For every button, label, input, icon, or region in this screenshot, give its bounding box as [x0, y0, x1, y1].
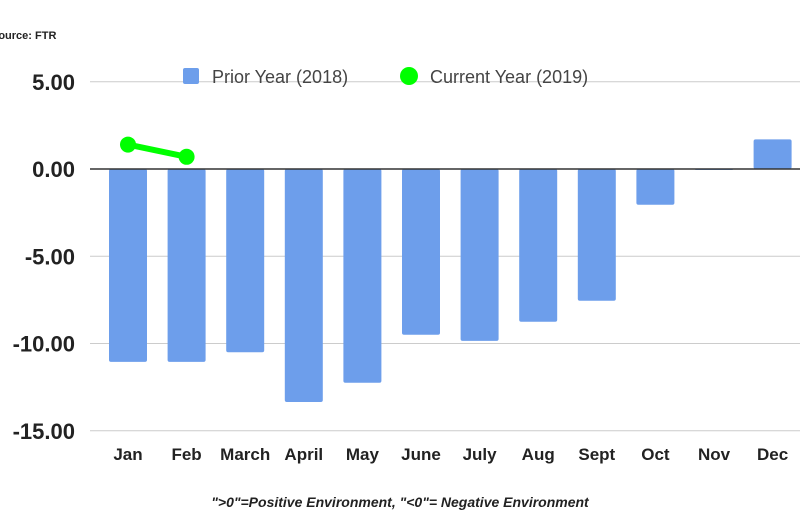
- y-tick-label: 5.00: [32, 70, 75, 95]
- x-tick-label: Jan: [113, 445, 142, 464]
- bar-aug: [519, 169, 558, 322]
- legend-prior-year-label: Prior Year (2018): [212, 67, 348, 87]
- footnote: ">0"=Positive Environment, "<0"= Negativ…: [211, 494, 589, 510]
- y-tick-label: -10.00: [13, 332, 75, 357]
- x-tick-label: Nov: [698, 445, 731, 464]
- y-tick-label: 0.00: [32, 157, 75, 182]
- current-year-point: [120, 136, 136, 153]
- x-tick-label: Oct: [641, 445, 670, 464]
- x-tick-label: Aug: [522, 445, 555, 464]
- bar-june: [402, 169, 440, 335]
- bar-may: [343, 169, 382, 383]
- x-tick-label: March: [220, 445, 270, 464]
- bar-jan: [109, 169, 147, 362]
- x-tick-label: Dec: [757, 445, 788, 464]
- legend-current-year-swatch: [400, 67, 418, 85]
- bar-march: [226, 169, 265, 353]
- bar-sept: [577, 169, 616, 301]
- current-year-line: [127, 141, 188, 160]
- bar-july: [460, 169, 499, 341]
- bar-april: [284, 169, 323, 402]
- x-tick-label: April: [284, 445, 323, 464]
- y-tick-label: -15.00: [13, 419, 75, 444]
- current-year-point: [178, 148, 195, 165]
- bar-oct: [636, 169, 675, 205]
- y-tick-label: -5.00: [25, 244, 75, 269]
- bar-dec: [753, 139, 792, 169]
- legend-current-year-label: Current Year (2019): [430, 67, 588, 87]
- x-tick-label: June: [401, 445, 441, 464]
- x-tick-label: July: [463, 445, 498, 464]
- x-tick-label: Feb: [171, 445, 201, 464]
- x-tick-label: Sept: [578, 445, 615, 464]
- x-tick-label: May: [346, 445, 380, 464]
- legend-prior-year-swatch: [183, 68, 199, 84]
- source-label: Source: FTR: [0, 30, 57, 42]
- bar-feb: [167, 169, 206, 362]
